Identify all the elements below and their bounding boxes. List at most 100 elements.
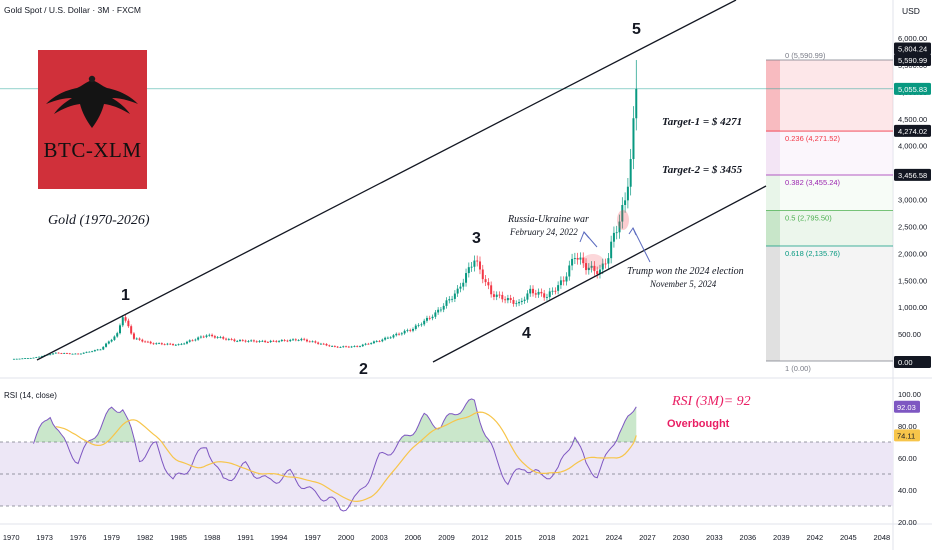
time-tick-label: 2030 [673,533,690,542]
candle-body [412,328,415,331]
candle-body [121,317,124,326]
candle-body [478,261,481,270]
candle-body [77,353,80,355]
time-tick-label: 2036 [740,533,757,542]
candle-body [417,324,420,326]
candle-body [149,341,152,344]
candle-body [225,338,228,340]
axes: 6,000.005,500.005,000.004,500.004,000.00… [3,34,931,542]
candle-body [63,353,66,354]
time-tick-label: 2024 [606,533,623,542]
candle-body [319,343,322,345]
candle-body [626,186,629,201]
candle-body [395,333,398,336]
candle-body [400,333,403,335]
currency-label[interactable]: USD [902,6,920,16]
candle-body [250,340,253,342]
fib-level-label-2: 0.382 (3,455.24) [785,178,841,187]
candle-body [509,298,512,300]
candle-body [518,301,521,304]
fib-level-label-4: 0.618 (2,135.76) [785,249,841,258]
candle-body [420,324,423,326]
candle-body [501,294,504,300]
candle-body [629,159,632,187]
candle-body [356,346,359,347]
price-badge-label: 3,456.58 [898,171,927,180]
candle-body [280,340,283,342]
candle-body [202,336,205,338]
candle-body [308,341,311,343]
candle-body [85,351,88,353]
candle-body [632,118,635,160]
candle-body [163,344,166,346]
fib-zone-2 [766,174,780,211]
rsi-line [33,398,637,512]
candle-body [236,340,239,342]
time-tick-label: 2021 [572,533,589,542]
rsi-tick-label: 60.00 [898,454,917,463]
candle-body [275,340,278,342]
price-badge-label: 4,274.02 [898,127,927,136]
candle-body [199,336,202,338]
candle-body [65,353,68,354]
candle-body [297,340,300,341]
candle-body [456,288,459,294]
symbol-title[interactable]: Gold Spot / U.S. Dollar · 3M · FXCM [4,5,141,15]
candle-body [247,341,250,342]
upper-trendline [36,0,737,361]
candle-body [551,290,554,292]
candle-body [261,340,264,342]
price-tick-label: 6,000.00 [898,34,927,43]
candle-body [29,358,32,359]
candle-body [381,339,384,342]
candle-body [130,326,133,334]
war-annotation-title: Russia-Ukraine war [507,214,589,225]
fib-zone-4 [766,246,780,361]
candle-body [216,337,219,339]
time-tick-label: 2000 [338,533,355,542]
candle-body [529,288,532,294]
candle-body [618,221,621,233]
candle-body [565,276,568,282]
candle-body [448,299,451,301]
rsi-badge-label: 92.03 [897,403,916,412]
time-tick-label: 1985 [170,533,187,542]
candle-body [350,346,353,348]
candle-body [71,353,74,355]
candle-body [183,343,186,345]
candle-body [194,339,197,341]
candle-body [582,257,585,264]
candle-body [498,294,501,296]
candle-body [197,337,200,340]
lower-trendline [432,185,767,363]
candle-body [409,330,412,331]
price-tick-label: 500.00 [898,330,921,339]
rsi-title[interactable]: RSI (14, close) [4,391,57,400]
price-tick-label: 2,500.00 [898,222,927,231]
price-badge-label: 0.00 [898,358,913,367]
wave-label-5: 5 [632,21,641,38]
candle-body [375,341,378,342]
candle-body [576,258,579,260]
candle-body [158,343,161,345]
time-tick-label: 1970 [3,533,20,542]
trump-annotation-date: November 5, 2024 [649,279,717,289]
time-tick-label: 2033 [706,533,723,542]
candle-body [554,290,557,292]
rsi-tick-label: 40.00 [898,486,917,495]
candle-body [57,352,60,354]
candle-body [361,344,364,347]
candle-body [110,339,113,342]
candle-body [74,353,77,355]
candle-body [93,350,96,352]
elliott-channel [36,0,767,363]
candle-body [596,271,599,275]
candle-body [598,269,601,275]
candle-body [38,356,41,358]
candle-body [593,265,596,272]
candle-body [317,342,320,344]
candle-body [492,294,495,297]
rsi-badge-bg [894,429,920,442]
time-tick-label: 2015 [505,533,522,542]
candle-body [289,339,292,342]
